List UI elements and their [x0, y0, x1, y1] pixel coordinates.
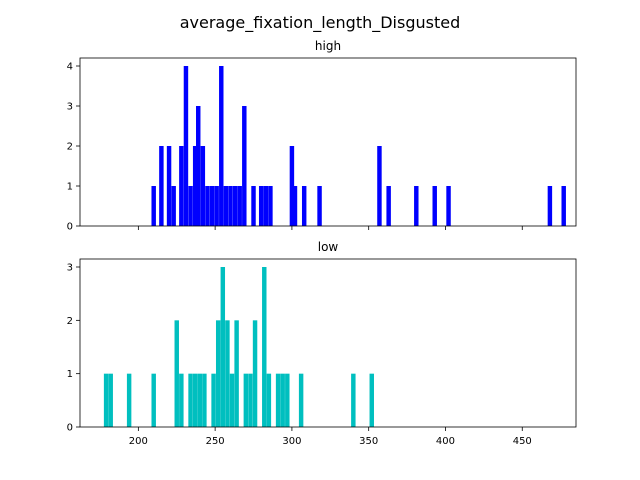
- x-tick-label-low-5: 450: [513, 436, 532, 447]
- bar-high-18: [242, 106, 247, 226]
- bar-low-7: [192, 373, 198, 427]
- x-tick-label-low-3: 350: [359, 436, 378, 447]
- bar-low-15: [234, 320, 239, 427]
- bar-low-16: [243, 373, 249, 427]
- bar-low-17: [248, 373, 253, 427]
- bar-high-1: [159, 146, 164, 226]
- bar-low-8: [197, 373, 202, 427]
- subplot-title-low: low: [318, 240, 339, 254]
- bar-low-3: [151, 373, 156, 427]
- y-tick-label-high-1: 1: [67, 182, 73, 193]
- bar-low-11: [215, 320, 221, 427]
- y-tick-label-high-4: 4: [67, 62, 73, 73]
- y-tick-label-high-2: 2: [67, 142, 73, 153]
- bar-low-9: [202, 373, 207, 427]
- bar-low-4: [174, 320, 179, 427]
- bar-high-15: [228, 186, 233, 226]
- bar-low-13: [225, 320, 230, 427]
- bar-high-14: [223, 186, 229, 226]
- bar-high-25: [301, 186, 307, 226]
- y-tick-label-low-1: 1: [67, 369, 73, 380]
- bar-high-2: [166, 146, 172, 226]
- x-tick-label-low-0: 200: [129, 436, 148, 447]
- axes-frame-high: [79, 57, 577, 227]
- bar-high-12: [214, 186, 219, 226]
- bar-low-12: [220, 267, 226, 427]
- bar-high-23: [289, 146, 295, 226]
- bar-low-23: [285, 373, 290, 427]
- bar-high-8: [196, 106, 201, 226]
- bar-low-20: [266, 373, 272, 427]
- y-tick-label-high-3: 3: [67, 102, 73, 113]
- x-tick-label-low-4: 400: [436, 436, 455, 447]
- bar-low-24: [298, 373, 304, 427]
- bar-high-29: [414, 186, 419, 226]
- subplot-low: low 0 1 2 3 200 250 300 350 400 450: [67, 240, 577, 447]
- bar-high-4: [179, 146, 184, 226]
- bar-high-9: [200, 146, 206, 226]
- bar-low-5: [179, 373, 184, 427]
- bar-high-32: [547, 186, 553, 226]
- y-tick-label-high-0: 0: [67, 222, 73, 233]
- bar-high-3: [171, 186, 176, 226]
- y-tick-label-low-2: 2: [67, 316, 73, 327]
- bar-low-26: [369, 373, 374, 427]
- bar-low-22: [280, 373, 285, 427]
- bar-high-24: [292, 186, 298, 226]
- subplot-high: high 0 1 2 3 4: [67, 39, 577, 233]
- bar-high-26: [317, 186, 322, 226]
- bar-high-20: [258, 186, 264, 226]
- bar-low-19: [262, 267, 267, 427]
- bar-low-14: [229, 373, 235, 427]
- bar-low-25: [351, 373, 356, 427]
- axes-frame-low: [79, 258, 577, 428]
- bar-high-6: [188, 186, 193, 226]
- bar-high-7: [192, 146, 198, 226]
- bar-high-27: [377, 146, 382, 226]
- bar-low-10: [211, 373, 216, 427]
- bar-high-22: [268, 186, 273, 226]
- bar-high-19: [251, 186, 256, 226]
- bar-low-18: [252, 320, 258, 427]
- subplot-title-high: high: [315, 39, 341, 53]
- bar-high-0: [151, 186, 156, 226]
- bar-high-5: [183, 66, 189, 226]
- bar-low-21: [275, 373, 281, 427]
- bar-high-11: [209, 186, 215, 226]
- bar-low-2: [126, 373, 132, 427]
- x-tick-label-low-2: 300: [282, 436, 301, 447]
- bar-high-16: [232, 186, 238, 226]
- bar-high-28: [386, 186, 391, 226]
- bar-high-30: [432, 186, 437, 226]
- bar-low-0: [103, 373, 109, 427]
- bar-low-1: [108, 373, 113, 427]
- y-tick-label-low-0: 0: [67, 423, 73, 434]
- bar-high-31: [446, 186, 451, 226]
- bar-high-33: [561, 186, 566, 226]
- bar-high-17: [237, 186, 242, 226]
- y-tick-label-low-3: 3: [67, 263, 73, 274]
- bar-high-10: [205, 186, 210, 226]
- bar-high-13: [219, 66, 224, 226]
- bar-low-6: [188, 373, 193, 427]
- bar-high-21: [263, 186, 269, 226]
- x-tick-label-low-1: 250: [206, 436, 225, 447]
- figure-title: average_fixation_length_Disgusted: [180, 13, 461, 33]
